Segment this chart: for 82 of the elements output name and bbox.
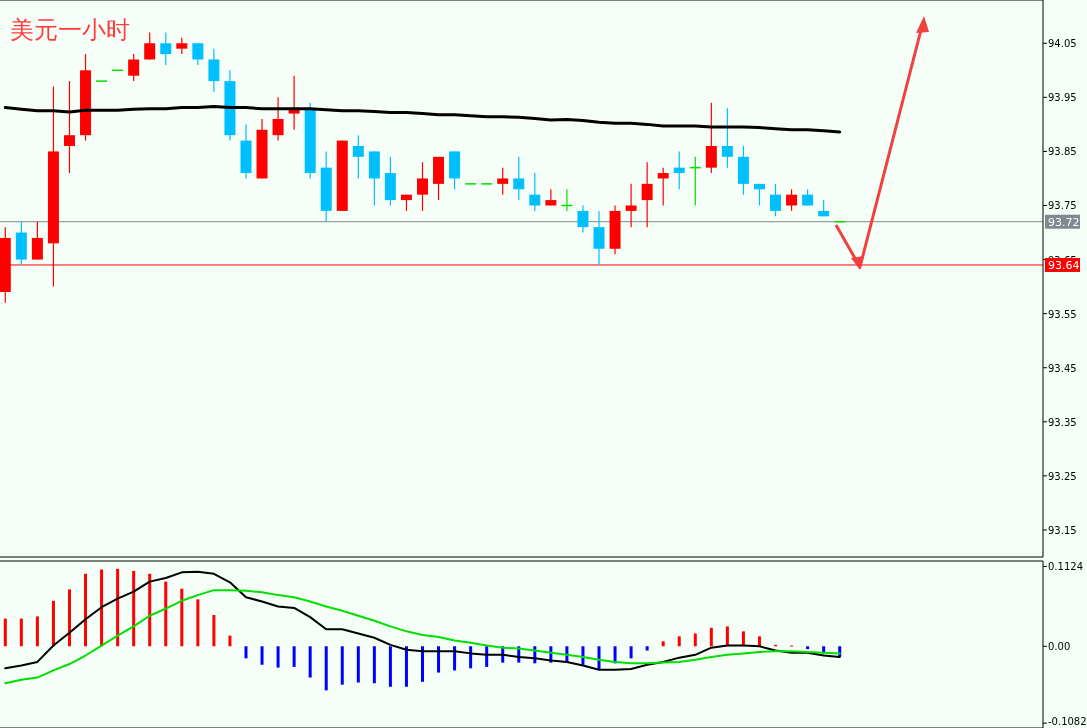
y-tick-label: 93.95 (1048, 92, 1077, 104)
line-series (3, 105, 842, 134)
line-series (4, 589, 841, 685)
bar (388, 646, 392, 687)
y-tick-label: 93.55 (1048, 308, 1077, 320)
bar (308, 646, 312, 678)
candlestick (545, 188, 557, 207)
y-tick-label: 0.1124 (1048, 561, 1083, 573)
bar (356, 646, 360, 683)
bar (372, 646, 376, 684)
bar (709, 627, 713, 647)
bar (421, 646, 424, 682)
candlestick (721, 107, 733, 169)
ref-line-label: 93.64 (1048, 258, 1080, 272)
text: 美元一小时 (10, 16, 130, 44)
bar (84, 573, 88, 647)
bar (340, 646, 344, 685)
candlestick (593, 210, 605, 266)
y-tick-label: 93.75 (1048, 200, 1077, 212)
candlestick (31, 221, 43, 261)
bar (180, 588, 184, 647)
candlestick (513, 156, 525, 201)
candlestick (673, 150, 685, 190)
bar (244, 646, 248, 659)
bar (806, 646, 810, 650)
bar (19, 618, 23, 647)
bar (260, 646, 264, 665)
candlestick (208, 48, 220, 93)
y-tick-label: 93.15 (1048, 524, 1077, 536)
bar (469, 646, 473, 669)
bar (661, 641, 665, 647)
candlestick (417, 161, 428, 212)
bar (228, 635, 232, 647)
bar (116, 568, 120, 647)
bar (148, 573, 152, 647)
candlestick (625, 183, 637, 228)
bar (725, 626, 729, 647)
candlestick (770, 183, 782, 217)
bar (67, 589, 71, 647)
bar (292, 646, 296, 667)
bar (164, 581, 168, 647)
bar (212, 615, 216, 647)
candlestick (657, 167, 669, 207)
candlestick (352, 134, 364, 180)
candlestick (786, 188, 798, 212)
y-tick-label: 93.35 (1048, 416, 1077, 428)
bar (453, 646, 457, 671)
y-tick-label: 93.25 (1048, 470, 1077, 482)
bar (3, 618, 7, 647)
candlestick (63, 80, 75, 174)
bar (741, 631, 745, 647)
y-tick-label: -0.1082 (1048, 716, 1087, 727)
candlestick (529, 172, 541, 212)
y-tick-label: 94.05 (1048, 38, 1077, 50)
bar (645, 646, 649, 651)
candlestick (144, 31, 156, 61)
bar (276, 646, 280, 668)
ref-line-label: 93.72 (1048, 215, 1080, 229)
bar (757, 636, 761, 647)
bar (100, 569, 104, 647)
y-tick-label: 93.45 (1048, 362, 1077, 374)
bar (693, 633, 697, 647)
candlestick (160, 31, 172, 66)
candlestick (641, 161, 653, 228)
candlestick (272, 96, 284, 142)
bar (677, 636, 681, 647)
bar (404, 646, 408, 687)
candlestick (577, 204, 589, 234)
candlestick (192, 42, 204, 66)
y-tick-label: 0.00 (1048, 641, 1071, 653)
candlestick (705, 102, 717, 174)
line-series (4, 570, 841, 671)
bar (132, 570, 136, 647)
bar (324, 646, 328, 691)
candlestick (497, 167, 509, 196)
bar (629, 646, 633, 659)
candlestick (128, 53, 140, 82)
y-tick-label: 93.85 (1048, 146, 1077, 158)
bar (51, 600, 55, 647)
bar (437, 646, 441, 673)
bar (35, 616, 39, 647)
bar (196, 599, 200, 647)
